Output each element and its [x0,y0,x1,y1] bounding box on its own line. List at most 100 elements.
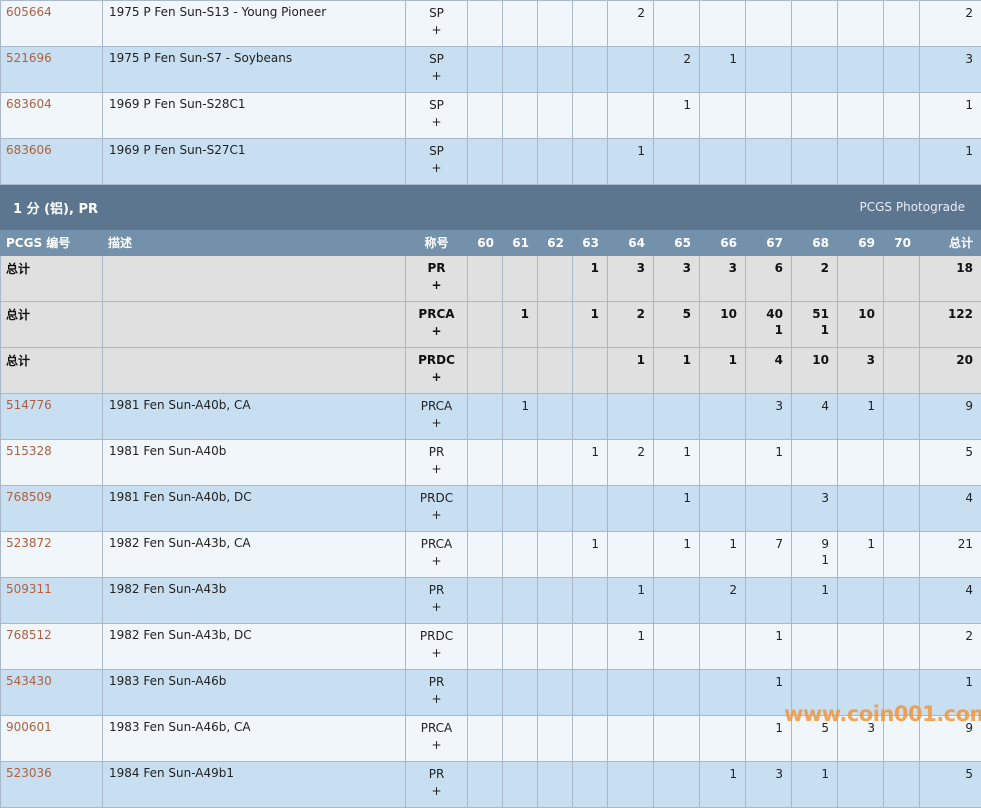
expand-plus-icon[interactable]: + [406,277,467,294]
col-grade-64[interactable]: 64 [608,230,654,256]
grade-count-cell [700,670,746,716]
grade-count-cell [573,486,608,532]
grade-count-cell: 2 [792,256,838,302]
col-grade-62[interactable]: 62 [538,230,573,256]
pcgs-number-link[interactable]: 605664 [6,5,52,19]
col-total[interactable]: 总计 [920,230,981,256]
grade-count-cell: 2 [654,47,700,93]
grade-count-cell: 10 [838,302,884,348]
grade-count-cell: 4 [792,394,838,440]
grade-count-cell [468,302,503,348]
col-grade-68[interactable]: 68 [792,230,838,256]
col-description[interactable]: 描述 [103,230,406,256]
grade-count-cell [538,532,573,578]
description-cell [103,256,406,302]
col-grade-63[interactable]: 63 [573,230,608,256]
designation-label: PRCA [406,720,467,737]
grade-count-cell: 5 [654,302,700,348]
pcgs-number-cell: 总计 [1,256,103,302]
grade-count-cell: 1 [608,624,654,670]
pcgs-number-link[interactable]: 900601 [6,720,52,734]
grade-count-cell [700,93,746,139]
grade-count-cell: 3 [608,256,654,302]
expand-plus-icon[interactable]: + [406,415,467,432]
col-grade-65[interactable]: 65 [654,230,700,256]
grade-count-cell [573,578,608,624]
pcgs-number-link[interactable]: 523872 [6,536,52,550]
col-grade-69[interactable]: 69 [838,230,884,256]
pcgs-number-link[interactable]: 768509 [6,490,52,504]
grade-count-cell [746,578,792,624]
grade-count-cell [573,670,608,716]
col-designation[interactable]: 称号 [406,230,468,256]
grade-count-cell [838,93,884,139]
grade-count-cell [468,47,503,93]
expand-plus-icon[interactable]: + [406,783,467,800]
grade-count-cell [468,440,503,486]
expand-plus-icon[interactable]: + [406,553,467,570]
expand-plus-icon[interactable]: + [406,737,467,754]
grade-count-cell: 7 [746,532,792,578]
grade-count-cell: 1 [838,394,884,440]
col-grade-60[interactable]: 60 [468,230,503,256]
grade-count-cell: 1 [746,624,792,670]
expand-plus-icon[interactable]: + [406,645,467,662]
grade-count-cell: 51 1 [792,302,838,348]
grade-count-cell [608,47,654,93]
grade-count-cell [608,486,654,532]
expand-plus-icon[interactable]: + [406,691,467,708]
col-grade-70[interactable]: 70 [884,230,920,256]
grade-count-cell [792,440,838,486]
grade-count-cell [573,762,608,808]
grade-count-cell: 9 1 [792,532,838,578]
description-cell: 1982 Fen Sun-A43b, CA [103,532,406,578]
grade-count-cell [503,47,538,93]
grade-count-cell [538,139,573,185]
grade-count-cell [538,47,573,93]
expand-plus-icon[interactable]: + [406,22,467,39]
grade-count-cell [792,1,838,47]
pcgs-number-link[interactable]: 683606 [6,143,52,157]
grade-count-cell [746,139,792,185]
grade-count-cell [838,440,884,486]
designation-cell: SP+ [406,47,468,93]
designation-label: PRDC [406,352,467,369]
grade-count-cell [538,440,573,486]
expand-plus-icon[interactable]: + [406,369,467,386]
grade-count-cell [573,394,608,440]
grade-count-cell [573,624,608,670]
pcgs-number-link[interactable]: 683604 [6,97,52,111]
grade-count-cell [838,578,884,624]
col-pcgs-number[interactable]: PCGS 编号 [1,230,103,256]
grade-count-cell [538,670,573,716]
pcgs-number-link[interactable]: 768512 [6,628,52,642]
pcgs-number-cell: 521696 [1,47,103,93]
photograde-link[interactable]: PCGS Photograde [746,185,981,230]
expand-plus-icon[interactable]: + [406,114,467,131]
grade-count-cell [503,578,538,624]
col-grade-61[interactable]: 61 [503,230,538,256]
col-grade-66[interactable]: 66 [700,230,746,256]
expand-plus-icon[interactable]: + [406,461,467,478]
expand-plus-icon[interactable]: + [406,507,467,524]
designation-label: PRDC [406,490,467,507]
col-grade-67[interactable]: 67 [746,230,792,256]
pcgs-number-link[interactable]: 515328 [6,444,52,458]
grade-count-cell [468,394,503,440]
pcgs-number-link[interactable]: 523036 [6,766,52,780]
grade-count-cell [608,762,654,808]
description-cell: 1981 Fen Sun-A40b, DC [103,486,406,532]
grade-count-cell [503,486,538,532]
expand-plus-icon[interactable]: + [406,599,467,616]
pcgs-number-link[interactable]: 509311 [6,582,52,596]
description-cell [103,302,406,348]
pcgs-number-link[interactable]: 521696 [6,51,52,65]
expand-plus-icon[interactable]: + [406,323,467,340]
expand-plus-icon[interactable]: + [406,68,467,85]
description-cell: 1969 P Fen Sun-S28C1 [103,93,406,139]
expand-plus-icon[interactable]: + [406,160,467,177]
pcgs-number-link[interactable]: 543430 [6,674,52,688]
pcgs-number-link[interactable]: 514776 [6,398,52,412]
